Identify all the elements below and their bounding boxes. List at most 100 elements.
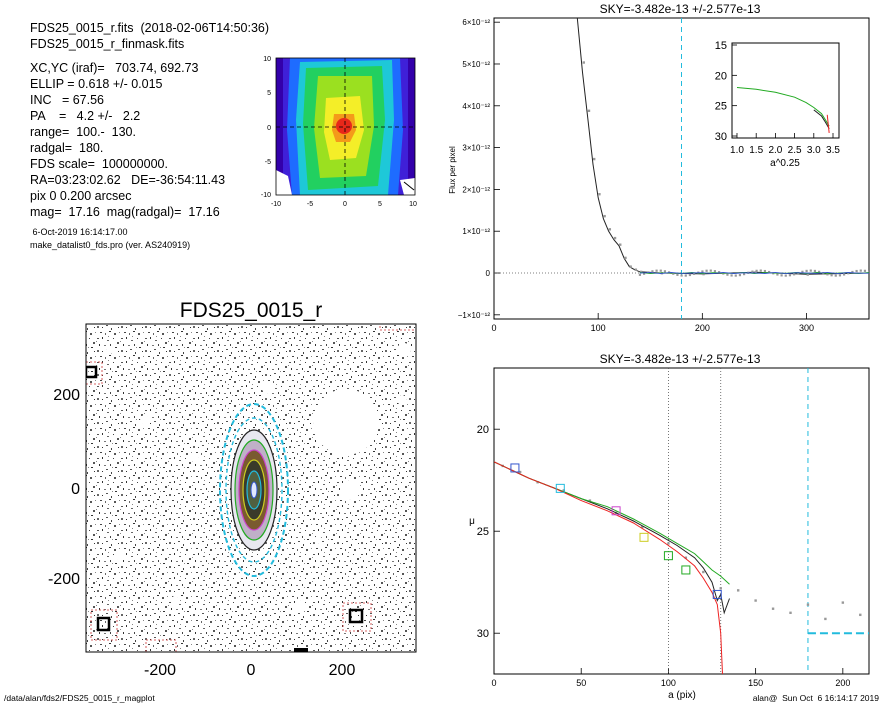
flux-data-point <box>676 273 679 276</box>
inset-x-tick: 2.0 <box>768 145 782 156</box>
mu-data-point <box>562 489 565 492</box>
flux-data-point <box>688 273 692 277</box>
image-x-tick: 0 <box>247 662 256 679</box>
mu-title: SKY=-3.482e-13 +/-2.577e-13 <box>600 352 761 366</box>
aperture-box <box>294 648 308 652</box>
flux-data-point <box>722 272 725 275</box>
mu-data-point <box>824 617 827 621</box>
flux-data-point <box>730 274 733 277</box>
mu-data-point <box>702 570 705 574</box>
aperture-box <box>145 639 177 652</box>
mu-x-tick: 0 <box>491 678 496 688</box>
mu-data-point <box>719 587 722 590</box>
flux-data-point <box>780 274 783 277</box>
flux-data-point <box>813 269 817 273</box>
thumbnail-panel: -10 -5 0 5 10 10 5 0 -5 -10 <box>261 56 417 208</box>
flux-y-tick: 0 <box>486 269 491 278</box>
flux-y-tick: −1×10⁻¹² <box>458 311 491 320</box>
flux-data-point <box>701 270 704 273</box>
param-line: FDS scale= 100000000. <box>30 157 168 171</box>
mu-data-point <box>806 603 810 606</box>
flux-data-point <box>755 269 758 272</box>
flux-data-point <box>659 269 662 272</box>
flux-data-point <box>655 269 658 272</box>
masked-star <box>171 596 179 604</box>
inset-x-tick: 3.0 <box>807 145 821 156</box>
mu-data-point <box>588 499 592 502</box>
aperture-box <box>342 602 372 632</box>
flux-data-point <box>834 274 837 277</box>
param-line: mag= 17.16 mag(radgal)= 17.16 <box>30 205 220 219</box>
param-line: PA = 4.2 +/- 2.2 <box>30 109 141 123</box>
mu-ylabel: μ <box>469 516 475 527</box>
mu-data-point <box>641 525 644 529</box>
isophote <box>250 481 258 499</box>
mask-line: FDS25_0015_r_finmask.fits <box>30 37 185 51</box>
mu-x-tick: 50 <box>576 678 586 688</box>
thumb-y-tick: 0 <box>267 125 271 132</box>
masked-star <box>140 415 150 425</box>
mu-data-point <box>859 613 862 617</box>
aperture-box <box>86 361 103 385</box>
mu-isophote-marker <box>663 551 673 561</box>
mu-data-point <box>754 599 757 602</box>
flux-data-point <box>693 272 696 276</box>
mu-isophote-marker <box>639 532 649 542</box>
flux-data-point <box>788 274 792 277</box>
file-line: FDS25_0015_r.fits (2018-02-06T14:50:36) <box>30 21 270 35</box>
flux-data-point <box>608 228 612 231</box>
inset-y-tick: 20 <box>715 70 727 82</box>
footer-path: /data/alan/fds2/FDS25_0015_r_magplot <box>4 693 155 703</box>
flux-data-point <box>603 214 606 218</box>
param-line: radgal= 180. <box>30 141 104 155</box>
thumb-x-tick: -10 <box>271 201 281 208</box>
mu-x-tick-labels: 0 50 100 150 200 <box>491 678 850 688</box>
flux-title: SKY=-3.482e-13 +/-2.577e-13 <box>600 2 761 16</box>
inset-x-tick: 2.5 <box>788 145 802 156</box>
mu-frame <box>493 367 870 675</box>
flux-data-point <box>863 269 867 272</box>
param-line: range= 100.- 130. <box>30 125 136 139</box>
flux-data-point <box>838 274 842 277</box>
masked-star <box>192 456 200 464</box>
program-line: make_datalist0_fds.pro (ver. AS240919) <box>30 240 191 250</box>
thumb-x-tick: -5 <box>307 201 313 208</box>
info-block: FDS25_0015_r.fits (2018-02-06T14:50:36) … <box>30 20 270 252</box>
flux-data-point <box>743 273 746 276</box>
mu-isophote-marker <box>681 565 691 575</box>
flux-data-point <box>709 269 712 272</box>
thumb-y-tick: -10 <box>261 192 271 199</box>
flux-y-tick: 4×10⁻¹² <box>462 102 490 111</box>
flux-data-point <box>705 269 708 272</box>
flux-data-point <box>793 273 796 276</box>
flux-data-point <box>672 272 675 275</box>
flux-data-point <box>830 274 833 277</box>
thumb-x-tick: 5 <box>378 201 382 208</box>
inset-dark-line <box>813 109 830 129</box>
inset-x-tick-labels: 1.0 1.5 2.0 2.5 3.0 3.5 <box>730 145 840 156</box>
mu-data-point <box>536 481 539 484</box>
flux-data-point <box>734 274 737 277</box>
flux-x-tick: 100 <box>591 323 606 333</box>
inset-xlabel: a^0.25 <box>770 158 800 169</box>
inset-x-tick: 1.5 <box>749 145 763 156</box>
inset-green-line <box>736 87 830 127</box>
flux-x-tick-labels: 0 100 200 300 <box>491 323 814 333</box>
flux-data-point <box>634 268 638 271</box>
flux-ylabel: Flux per pixel <box>448 146 457 194</box>
flux-data-point <box>754 271 757 274</box>
flux-data-point <box>629 265 632 268</box>
mu-data-point <box>667 542 670 545</box>
mu-data-point <box>841 601 845 604</box>
aperture-box <box>96 616 111 632</box>
thumb-x-tick: 0 <box>343 201 347 208</box>
masked-star <box>294 600 306 612</box>
flux-data-point <box>619 243 622 246</box>
param-line: pix 0 0.200 arcsec <box>30 189 132 203</box>
flux-data-point <box>759 269 762 272</box>
flux-data-point <box>826 273 829 276</box>
flux-data-point <box>806 273 809 276</box>
flux-data-point <box>713 270 717 273</box>
param-line: RA=03:23:02.62 DE=-36:54:11.43 <box>30 173 226 187</box>
